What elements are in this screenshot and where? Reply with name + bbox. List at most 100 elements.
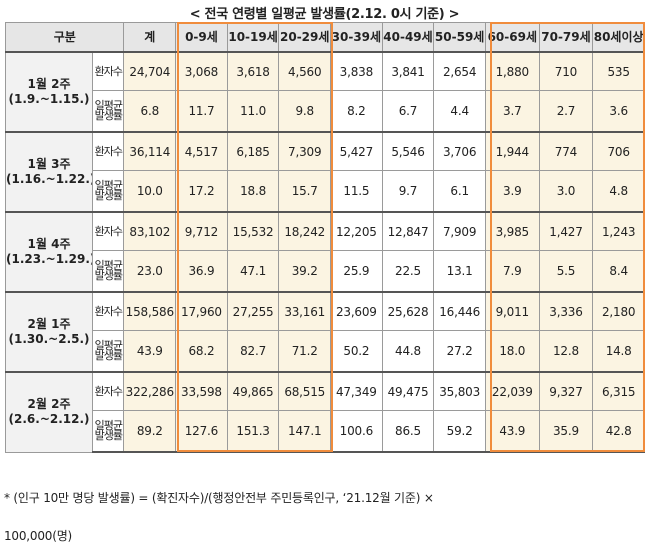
age-value-cell: 43.9 (484, 410, 540, 453)
age-value-cell: 9,327 (538, 371, 594, 411)
age-value-cell: 13.1 (433, 250, 486, 293)
age-value-cell: 17,960 (175, 291, 228, 331)
age-value-cell: 12,205 (330, 211, 383, 251)
age-value-cell: 47.1 (226, 250, 280, 293)
age-value-cell: 535 (592, 51, 645, 91)
age-value-cell: 11.5 (330, 170, 383, 213)
age-value-cell: 1,944 (484, 131, 540, 171)
total-cell: 83,102 (123, 211, 177, 251)
age-value-cell: 8.2 (330, 90, 383, 133)
total-cell: 23.0 (123, 250, 177, 293)
header-age: 80세이상 (592, 22, 645, 53)
week-label: 1월 4주 (27, 237, 71, 251)
age-value-cell: 706 (592, 131, 645, 171)
header-age: 20-29세 (278, 22, 332, 53)
week-label: 1월 3주 (27, 157, 71, 171)
footnote-formula: * (인구 10만 명당 발생률) = (확진자수)/(행정안전부 주민등록인구… (4, 491, 434, 505)
week-label: 1월 2주 (27, 77, 71, 91)
age-value-cell: 11.7 (175, 90, 228, 133)
total-cell: 158,586 (123, 291, 177, 331)
table-row: 2월 2주 (2.6.~2.12.) 환자수 322,286 33,598 49,865 6… (4, 371, 645, 453)
total-cell: 36,114 (123, 131, 177, 171)
age-value-cell: 151.3 (226, 410, 280, 453)
age-value-cell: 8.4 (592, 250, 645, 293)
age-value-cell: 5,427 (330, 131, 383, 171)
age-value-cell: 3,706 (433, 131, 486, 171)
age-value-cell: 147.1 (278, 410, 332, 453)
metric-rate-label: 일평균발생률 (92, 410, 125, 453)
age-value-cell: 27.2 (433, 330, 486, 373)
age-value-cell: 1,427 (538, 211, 594, 251)
metric-rate-label: 일평균발생률 (92, 170, 125, 213)
week-range: (1.30.~2.5.) (8, 332, 90, 346)
age-value-cell: 82.7 (226, 330, 280, 373)
metric-rate-label: 일평균발생률 (92, 90, 125, 133)
age-value-cell: 1,880 (484, 51, 540, 91)
age-value-cell: 4.8 (592, 170, 645, 213)
age-value-cell: 6.7 (381, 90, 435, 133)
age-value-cell: 33,161 (278, 291, 332, 331)
age-value-cell: 12.8 (538, 330, 594, 373)
table-row: 2월 1주 (1.30.~2.5.) 환자수 158,586 17,960 27,255 3… (4, 291, 645, 373)
total-cell: 24,704 (123, 51, 177, 91)
table-row: 일평균발생률 23.0 36.9 47.1 39.2 25.9 22.5 13.1 7.9 5.5… (6, 250, 645, 293)
age-value-cell: 12,847 (381, 211, 435, 251)
age-value-cell: 15,532 (226, 211, 280, 251)
week-label-cell: 1월 3주 (1.16.~1.22.) (4, 131, 94, 213)
age-value-cell: 18.0 (484, 330, 540, 373)
week-label-cell: 1월 2주 (1.9.~1.15.) (4, 51, 94, 133)
metric-count-label: 환자수 (92, 371, 125, 411)
age-value-cell: 7.9 (484, 250, 540, 293)
week-label-cell: 1월 4주 (1.23.~1.29.) (4, 211, 94, 293)
age-value-cell: 44.8 (381, 330, 435, 373)
age-value-cell: 16,446 (433, 291, 486, 331)
table-row: 일평균발생률 89.2 127.6 151.3 147.1 100.6 86.5 59.2 43… (6, 410, 645, 453)
header-age: 0-9세 (175, 22, 228, 53)
age-value-cell: 6,315 (592, 371, 645, 411)
total-cell: 10.0 (123, 170, 177, 213)
age-value-cell: 774 (538, 131, 594, 171)
age-value-cell: 23,609 (330, 291, 383, 331)
age-value-cell: 35.9 (538, 410, 594, 453)
age-value-cell: 127.6 (175, 410, 228, 453)
age-value-cell: 15.7 (278, 170, 332, 213)
age-value-cell: 3,985 (484, 211, 540, 251)
header-age: 70-79세 (538, 22, 594, 53)
age-value-cell: 68.2 (175, 330, 228, 373)
week-range: (1.9.~1.15.) (8, 92, 90, 106)
metric-count-label: 환자수 (92, 291, 125, 331)
age-value-cell: 5.5 (538, 250, 594, 293)
age-value-cell: 33,598 (175, 371, 228, 411)
age-value-cell: 22.5 (381, 250, 435, 293)
age-value-cell: 100.6 (330, 410, 383, 453)
table-row: 1월 3주 (1.16.~1.22.) 환자수 36,114 4,517 6,185 7,3… (4, 131, 645, 213)
age-value-cell: 3.9 (484, 170, 540, 213)
age-value-cell: 3,068 (175, 51, 228, 91)
header-age: 30-39세 (330, 22, 383, 53)
age-value-cell: 39.2 (278, 250, 332, 293)
age-value-cell: 25.9 (330, 250, 383, 293)
table-row: 1월 4주 (1.23.~1.29.) 환자수 83,102 9,712 15,532 18… (4, 211, 645, 293)
age-value-cell: 4,517 (175, 131, 228, 171)
age-value-cell: 3,618 (226, 51, 280, 91)
age-value-cell: 7,909 (433, 211, 486, 251)
table-row: 일평균발생률 43.9 68.2 82.7 71.2 50.2 44.8 27.2 18.0 12… (6, 330, 645, 373)
table-row: 1월 2주 (1.9.~1.15.) 환자수 24,704 3,068 3,618 4,56… (4, 51, 645, 133)
total-cell: 322,286 (123, 371, 177, 411)
age-value-cell: 11.0 (226, 90, 280, 133)
age-value-cell: 68,515 (278, 371, 332, 411)
week-label: 2월 1주 (27, 317, 71, 331)
age-value-cell: 9.8 (278, 90, 332, 133)
age-value-cell: 22,039 (484, 371, 540, 411)
age-value-cell: 3.7 (484, 90, 540, 133)
age-value-cell: 17.2 (175, 170, 228, 213)
header-row: 구분 계 0-9세 10-19세 20-29세 30-39세 40-49세 50… (4, 22, 645, 53)
age-value-cell: 50.2 (330, 330, 383, 373)
age-value-cell: 2,654 (433, 51, 486, 91)
age-value-cell: 36.9 (175, 250, 228, 293)
age-value-cell: 1,243 (592, 211, 645, 251)
age-value-cell: 2.7 (538, 90, 594, 133)
header-total: 계 (123, 22, 177, 53)
age-value-cell: 14.8 (592, 330, 645, 373)
